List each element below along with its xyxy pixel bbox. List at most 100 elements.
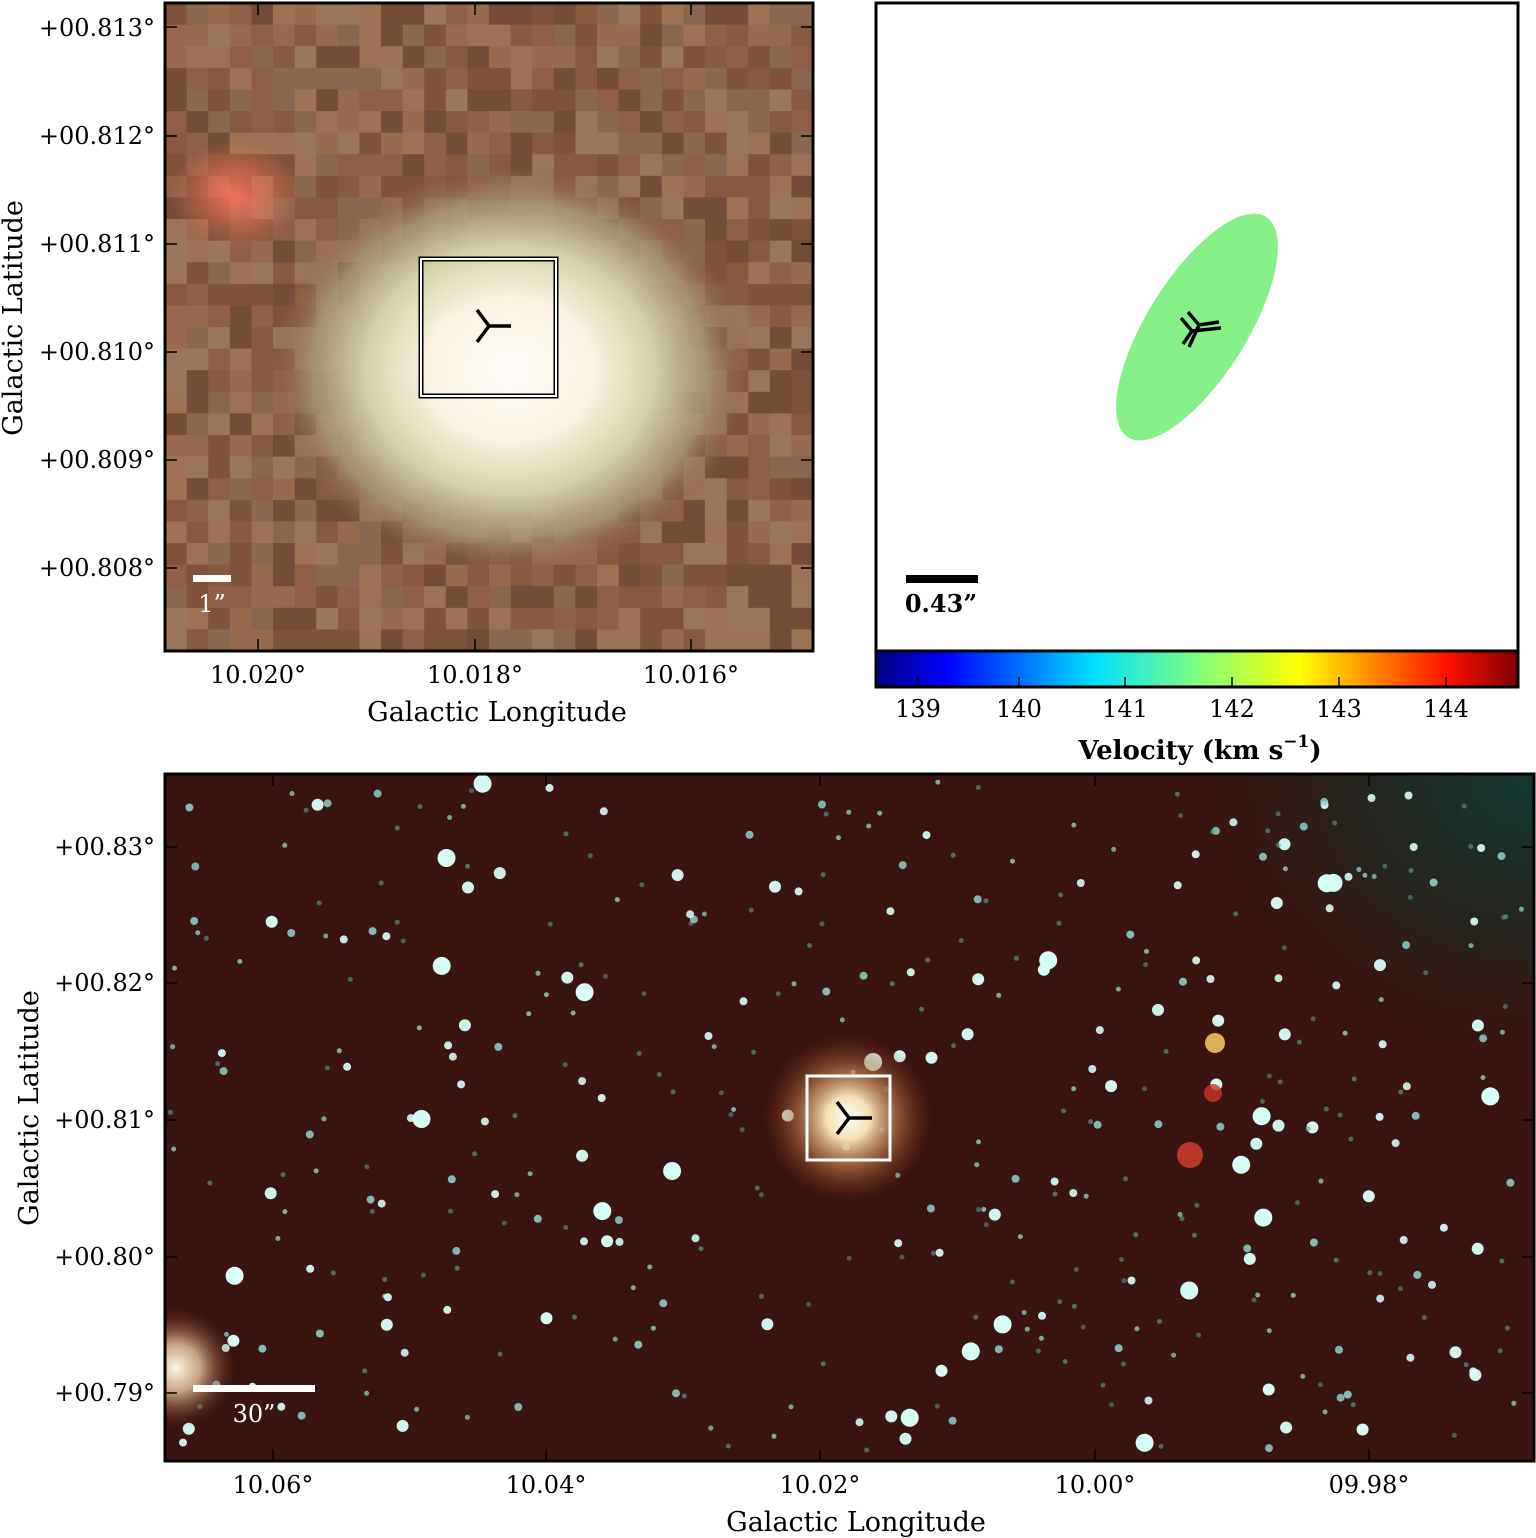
zoom-pixel — [661, 175, 684, 198]
star — [823, 811, 829, 817]
zoom-pixel — [402, 46, 425, 69]
zoom-pixel — [705, 154, 728, 177]
zoom-pixel — [683, 132, 706, 155]
star — [545, 783, 554, 792]
star — [347, 976, 353, 982]
zoom-pixel — [597, 24, 620, 47]
zoom-pixel — [575, 24, 598, 47]
zoom-pixel — [705, 521, 728, 544]
star — [1421, 1315, 1427, 1320]
star — [836, 835, 841, 841]
star — [925, 957, 931, 963]
zoom-pixel — [553, 132, 576, 155]
zoom-pixel — [294, 24, 317, 47]
zoom-pixel — [208, 46, 231, 69]
zoom-pixel — [359, 3, 382, 26]
zoom-pixel — [683, 67, 706, 90]
zoom-pixel — [186, 499, 209, 522]
star — [1056, 920, 1062, 926]
zoom-pixel — [553, 46, 576, 69]
star — [185, 803, 194, 812]
star — [1429, 878, 1438, 887]
zoom-pixel — [769, 543, 792, 566]
zoom-pixel — [661, 154, 684, 177]
star — [1463, 1362, 1469, 1368]
zoom-pixel — [683, 607, 706, 630]
zoom-pixel — [726, 219, 749, 242]
star — [297, 1411, 306, 1420]
zoom-pixel — [618, 564, 641, 587]
star — [656, 1072, 662, 1078]
star — [1250, 1137, 1263, 1150]
star — [659, 1299, 668, 1308]
zoom-pixel — [337, 607, 360, 630]
star — [1278, 1028, 1291, 1041]
star — [1290, 1292, 1296, 1298]
zoom-pixel — [294, 197, 317, 220]
zoom-pixel — [683, 24, 706, 47]
zoom-ytick-label: +00.808° — [39, 554, 155, 582]
field-xaxis-label: Galactic Longitude — [726, 1507, 986, 1538]
zoom-pixel — [251, 24, 274, 47]
zoom-pixel — [294, 89, 317, 112]
zoom-pixel — [618, 67, 641, 90]
star — [900, 1408, 919, 1427]
zoom-pixel — [748, 262, 771, 285]
star — [612, 1336, 618, 1342]
zoom-pixel — [618, 607, 641, 630]
star — [1114, 1344, 1123, 1353]
colorbar-tick-label: 142 — [1209, 695, 1255, 723]
star — [473, 774, 492, 793]
star — [1317, 874, 1336, 893]
zoom-pixel — [294, 499, 317, 522]
colorbar-label: Velocity (km s−1) — [1077, 732, 1321, 766]
star — [277, 1402, 286, 1411]
zoom-pixel — [597, 67, 620, 90]
zoom-pixel — [769, 89, 792, 112]
zoom-pixel — [748, 24, 771, 47]
star — [1344, 872, 1353, 881]
star — [1310, 1016, 1316, 1022]
zoom-pixel — [229, 521, 252, 544]
zoom-scalebar-label: 1” — [198, 590, 226, 618]
star — [758, 1192, 764, 1198]
star — [1371, 874, 1377, 879]
zoom-pixel — [208, 391, 231, 414]
zoom-pixel — [273, 132, 296, 155]
zoom-pixel — [316, 154, 339, 177]
zoom-pixel — [575, 67, 598, 90]
zoom-pixel — [532, 89, 555, 112]
zoom-xtick-label: 10.016° — [643, 661, 739, 689]
field-ytick-label: +00.83° — [54, 833, 155, 861]
zoom-pixel — [510, 629, 533, 651]
star — [287, 929, 296, 937]
star — [330, 1270, 336, 1276]
zoom-pixel — [316, 607, 339, 630]
star — [973, 895, 982, 904]
zoom-pixel — [186, 89, 209, 112]
zoom-pixel — [705, 197, 728, 220]
zoom-pixel — [640, 543, 663, 566]
zoom-pixel — [381, 607, 404, 630]
zoom-pixel — [553, 586, 576, 609]
star — [1021, 1310, 1027, 1315]
zoom-pixel — [618, 111, 641, 134]
zoom-pixel — [273, 46, 296, 69]
zoom-pixel — [165, 283, 188, 306]
star — [1282, 866, 1288, 872]
star — [452, 1246, 461, 1255]
zoom-pixel — [597, 564, 620, 587]
zoom-pixel — [251, 305, 274, 328]
star — [1010, 858, 1015, 864]
colorbar-ticks — [917, 677, 1447, 687]
zoom-pixel — [705, 543, 728, 566]
star — [1477, 844, 1486, 852]
zoom-pixel — [186, 262, 209, 285]
zoom-pixel — [359, 111, 382, 134]
zoom-pixel — [726, 24, 749, 47]
zoom-pixel — [769, 3, 792, 26]
star — [899, 1432, 912, 1445]
star — [394, 919, 400, 925]
zoom-pixel — [208, 435, 231, 458]
zoom-pixel — [251, 499, 274, 522]
